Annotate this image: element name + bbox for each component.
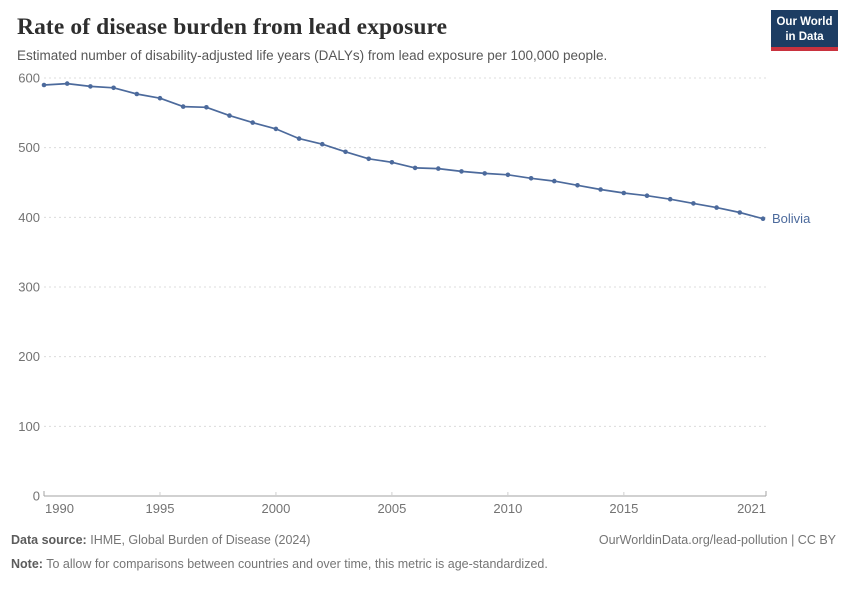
- data-point-2002[interactable]: [320, 141, 325, 147]
- x-axis-tick-label: 2015: [609, 501, 638, 516]
- data-point-1996[interactable]: [180, 104, 186, 109]
- y-axis-tick-label: 100: [18, 419, 40, 434]
- data-point-2005[interactable]: [389, 160, 395, 165]
- data-point-2012[interactable]: [552, 178, 557, 184]
- data-point-2009[interactable]: [482, 171, 488, 176]
- owid-logo-line2: in Data: [785, 30, 824, 43]
- data-point-2018[interactable]: [691, 201, 696, 206]
- data-point-1994[interactable]: [134, 91, 140, 97]
- series-end-label[interactable]: Bolivia: [772, 211, 811, 226]
- y-axis-tick-label: 600: [18, 71, 40, 86]
- y-axis-tick-label: 400: [18, 210, 40, 225]
- data-point-2013[interactable]: [575, 183, 580, 188]
- data-point-2006[interactable]: [412, 165, 418, 171]
- chart-footer: Data source: IHME, Global Burden of Dise…: [0, 526, 850, 573]
- x-axis-tick-label: 1995: [146, 501, 175, 516]
- x-axis-tick-label: 1990: [45, 501, 74, 516]
- data-point-2015[interactable]: [621, 190, 627, 196]
- chart-header: Rate of disease burden from lead exposur…: [0, 0, 850, 71]
- data-point-2017[interactable]: [667, 196, 673, 202]
- chart-svg[interactable]: 0 100 200 300 400 500 600 1990 1995 2000 2005 2010 2…: [0, 71, 850, 526]
- note-label: Note:: [11, 557, 43, 572]
- y-axis-tick-label: 300: [18, 280, 40, 295]
- x-axis-tick-label: 2000: [261, 501, 290, 516]
- note-text: To allow for comparisons between countri…: [46, 557, 548, 572]
- page-title: Rate of disease burden from lead exposur…: [17, 14, 448, 40]
- data-point-2001[interactable]: [296, 136, 302, 141]
- bolivia-line: [43, 82, 764, 220]
- data-point-1992[interactable]: [88, 84, 93, 89]
- data-point-1995[interactable]: [157, 95, 163, 101]
- data-point-2011[interactable]: [528, 176, 534, 181]
- data-point-1997[interactable]: [204, 105, 209, 110]
- x-axis-tick-label: 2021: [737, 501, 766, 516]
- data-source: Data source: IHME, Global Burden of Dise…: [11, 531, 310, 549]
- data-point-2014[interactable]: [598, 187, 603, 192]
- data-point-1990[interactable]: [41, 82, 47, 88]
- x-axis-tick-label: 2010: [493, 501, 522, 516]
- data-point-1991[interactable]: [64, 81, 70, 86]
- data-point-1993[interactable]: [111, 85, 116, 91]
- owid-logo-line1: Our World: [776, 16, 833, 28]
- data-source-label: Data source:: [11, 533, 87, 547]
- data-point-2019[interactable]: [714, 205, 719, 210]
- footer-link[interactable]: OurWorldinData.org/lead-pollution | CC B…: [598, 533, 836, 547]
- data-source-text: IHME, Global Burden of Disease (2024): [90, 533, 311, 547]
- data-point-2016[interactable]: [644, 193, 650, 198]
- y-axis-tick-label: 200: [18, 349, 40, 364]
- data-point-2007[interactable]: [436, 166, 441, 171]
- x-axis-tick-label: 2005: [377, 501, 406, 516]
- data-point-1999[interactable]: [250, 120, 255, 125]
- y-axis-tick-label: 500: [18, 140, 40, 155]
- data-point-2004[interactable]: [366, 156, 372, 162]
- footer-note: Note: To allow for comparisons between c…: [11, 555, 836, 573]
- y-axis-tick-label: 0: [33, 489, 40, 504]
- data-point-2000[interactable]: [273, 126, 279, 132]
- data-point-2021[interactable]: [760, 216, 766, 221]
- owid-logo[interactable]: Our World in Data: [771, 10, 838, 52]
- data-point-1998[interactable]: [227, 113, 232, 118]
- data-point-2003[interactable]: [343, 149, 348, 155]
- data-point-2008[interactable]: [459, 169, 464, 174]
- chart-subtitle: Estimated number of disability-adjusted …: [17, 48, 608, 63]
- data-point-2010[interactable]: [505, 172, 511, 178]
- data-point-2020[interactable]: [737, 210, 743, 215]
